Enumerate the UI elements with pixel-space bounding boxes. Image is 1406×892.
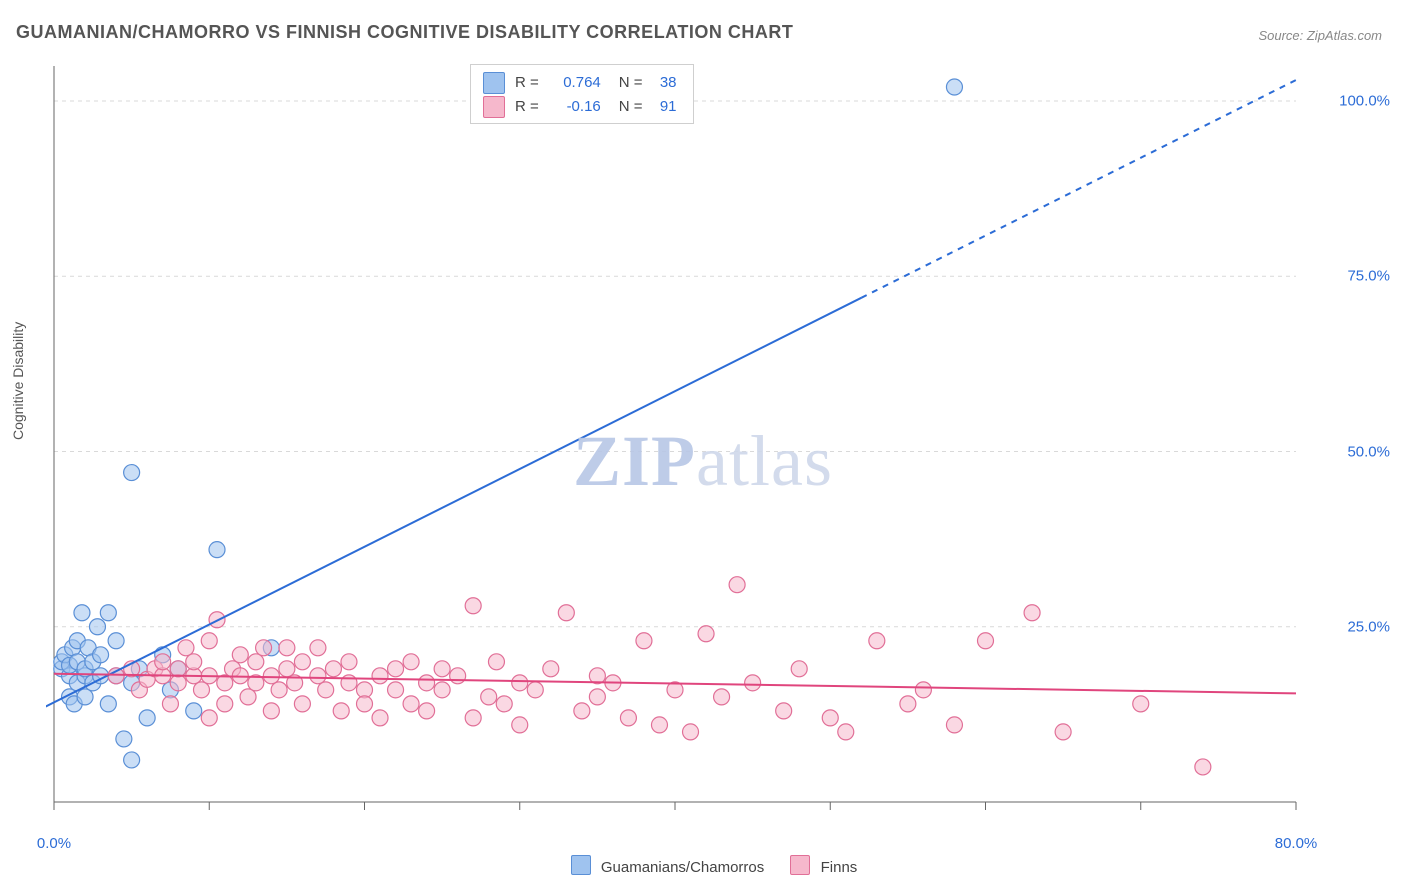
legend-swatch-series1-bottom (571, 855, 591, 875)
source-attribution: Source: ZipAtlas.com (1258, 28, 1382, 43)
legend-row-series1: R = 0.764 N = 38 (483, 71, 677, 95)
legend-swatch-series1 (483, 72, 505, 94)
legend-swatch-series2 (483, 96, 505, 118)
r-label: R = (515, 71, 539, 95)
legend-series-box: Guamanians/Chamorros Finns (0, 855, 1406, 876)
y-axis-label: Cognitive Disability (10, 322, 26, 440)
n-label: N = (619, 95, 643, 119)
n-value-series1: 38 (647, 71, 677, 95)
legend-correlation-box: R = 0.764 N = 38 R = -0.16 N = 91 (470, 64, 694, 124)
legend-row-series2: R = -0.16 N = 91 (483, 95, 677, 119)
legend-label-series1: Guamanians/Chamorros (601, 859, 764, 876)
n-value-series2: 91 (647, 95, 677, 119)
x-tick-label: 0.0% (37, 835, 71, 852)
n-label: N = (619, 71, 643, 95)
y-tick-label: 100.0% (1339, 93, 1390, 110)
scatter-chart (46, 58, 1356, 832)
r-label: R = (515, 95, 539, 119)
legend-label-series2: Finns (821, 859, 858, 876)
legend-swatch-series2-bottom (790, 855, 810, 875)
r-value-series2: -0.16 (543, 95, 601, 119)
y-tick-label: 75.0% (1347, 268, 1390, 285)
y-tick-label: 25.0% (1347, 618, 1390, 635)
x-tick-label: 80.0% (1275, 835, 1318, 852)
y-tick-label: 50.0% (1347, 443, 1390, 460)
r-value-series1: 0.764 (543, 71, 601, 95)
chart-title: GUAMANIAN/CHAMORRO VS FINNISH COGNITIVE … (16, 22, 793, 43)
